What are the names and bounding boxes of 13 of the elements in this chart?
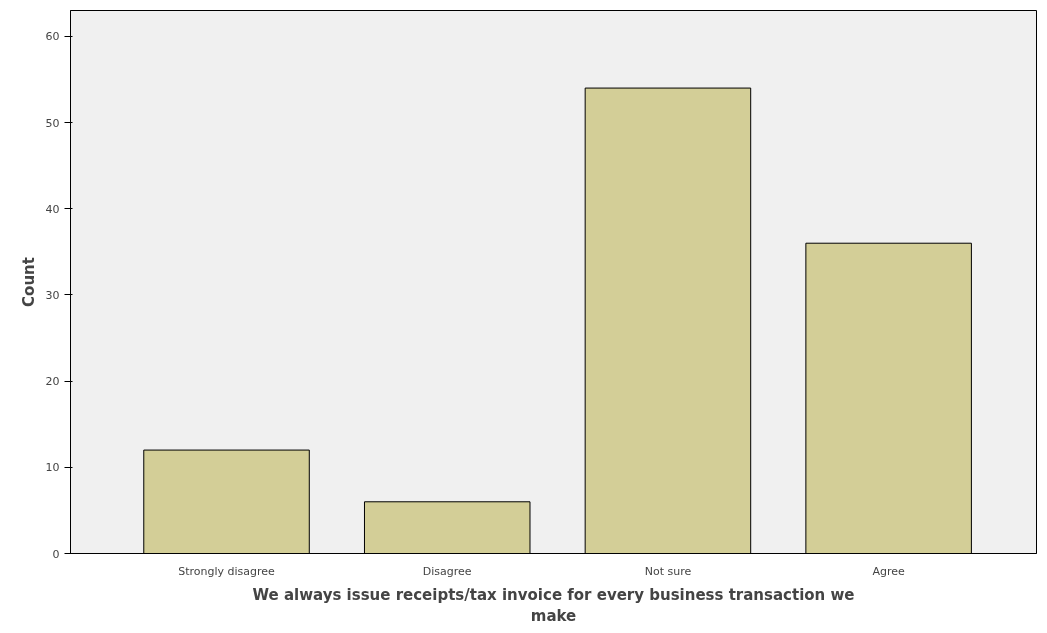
- y-tick-label: 40: [45, 202, 60, 216]
- y-tick-label: 60: [45, 30, 60, 44]
- x-tick-label: Disagree: [422, 564, 472, 578]
- y-axis-title: Count: [19, 257, 38, 307]
- y-tick-label: 50: [45, 116, 60, 130]
- x-tick-label: Strongly disagree: [178, 564, 276, 578]
- y-tick-label: 0: [52, 547, 60, 561]
- x-tick-label: Not sure: [644, 564, 692, 578]
- x-tick-label: Agree: [872, 564, 906, 578]
- y-tick-label: 10: [45, 461, 60, 475]
- y-tick-label: 30: [45, 288, 60, 302]
- y-tick-label: 20: [45, 375, 60, 389]
- x-axis-title: We always issue receipts/tax invoice for every business transaction we make: [252, 585, 855, 626]
